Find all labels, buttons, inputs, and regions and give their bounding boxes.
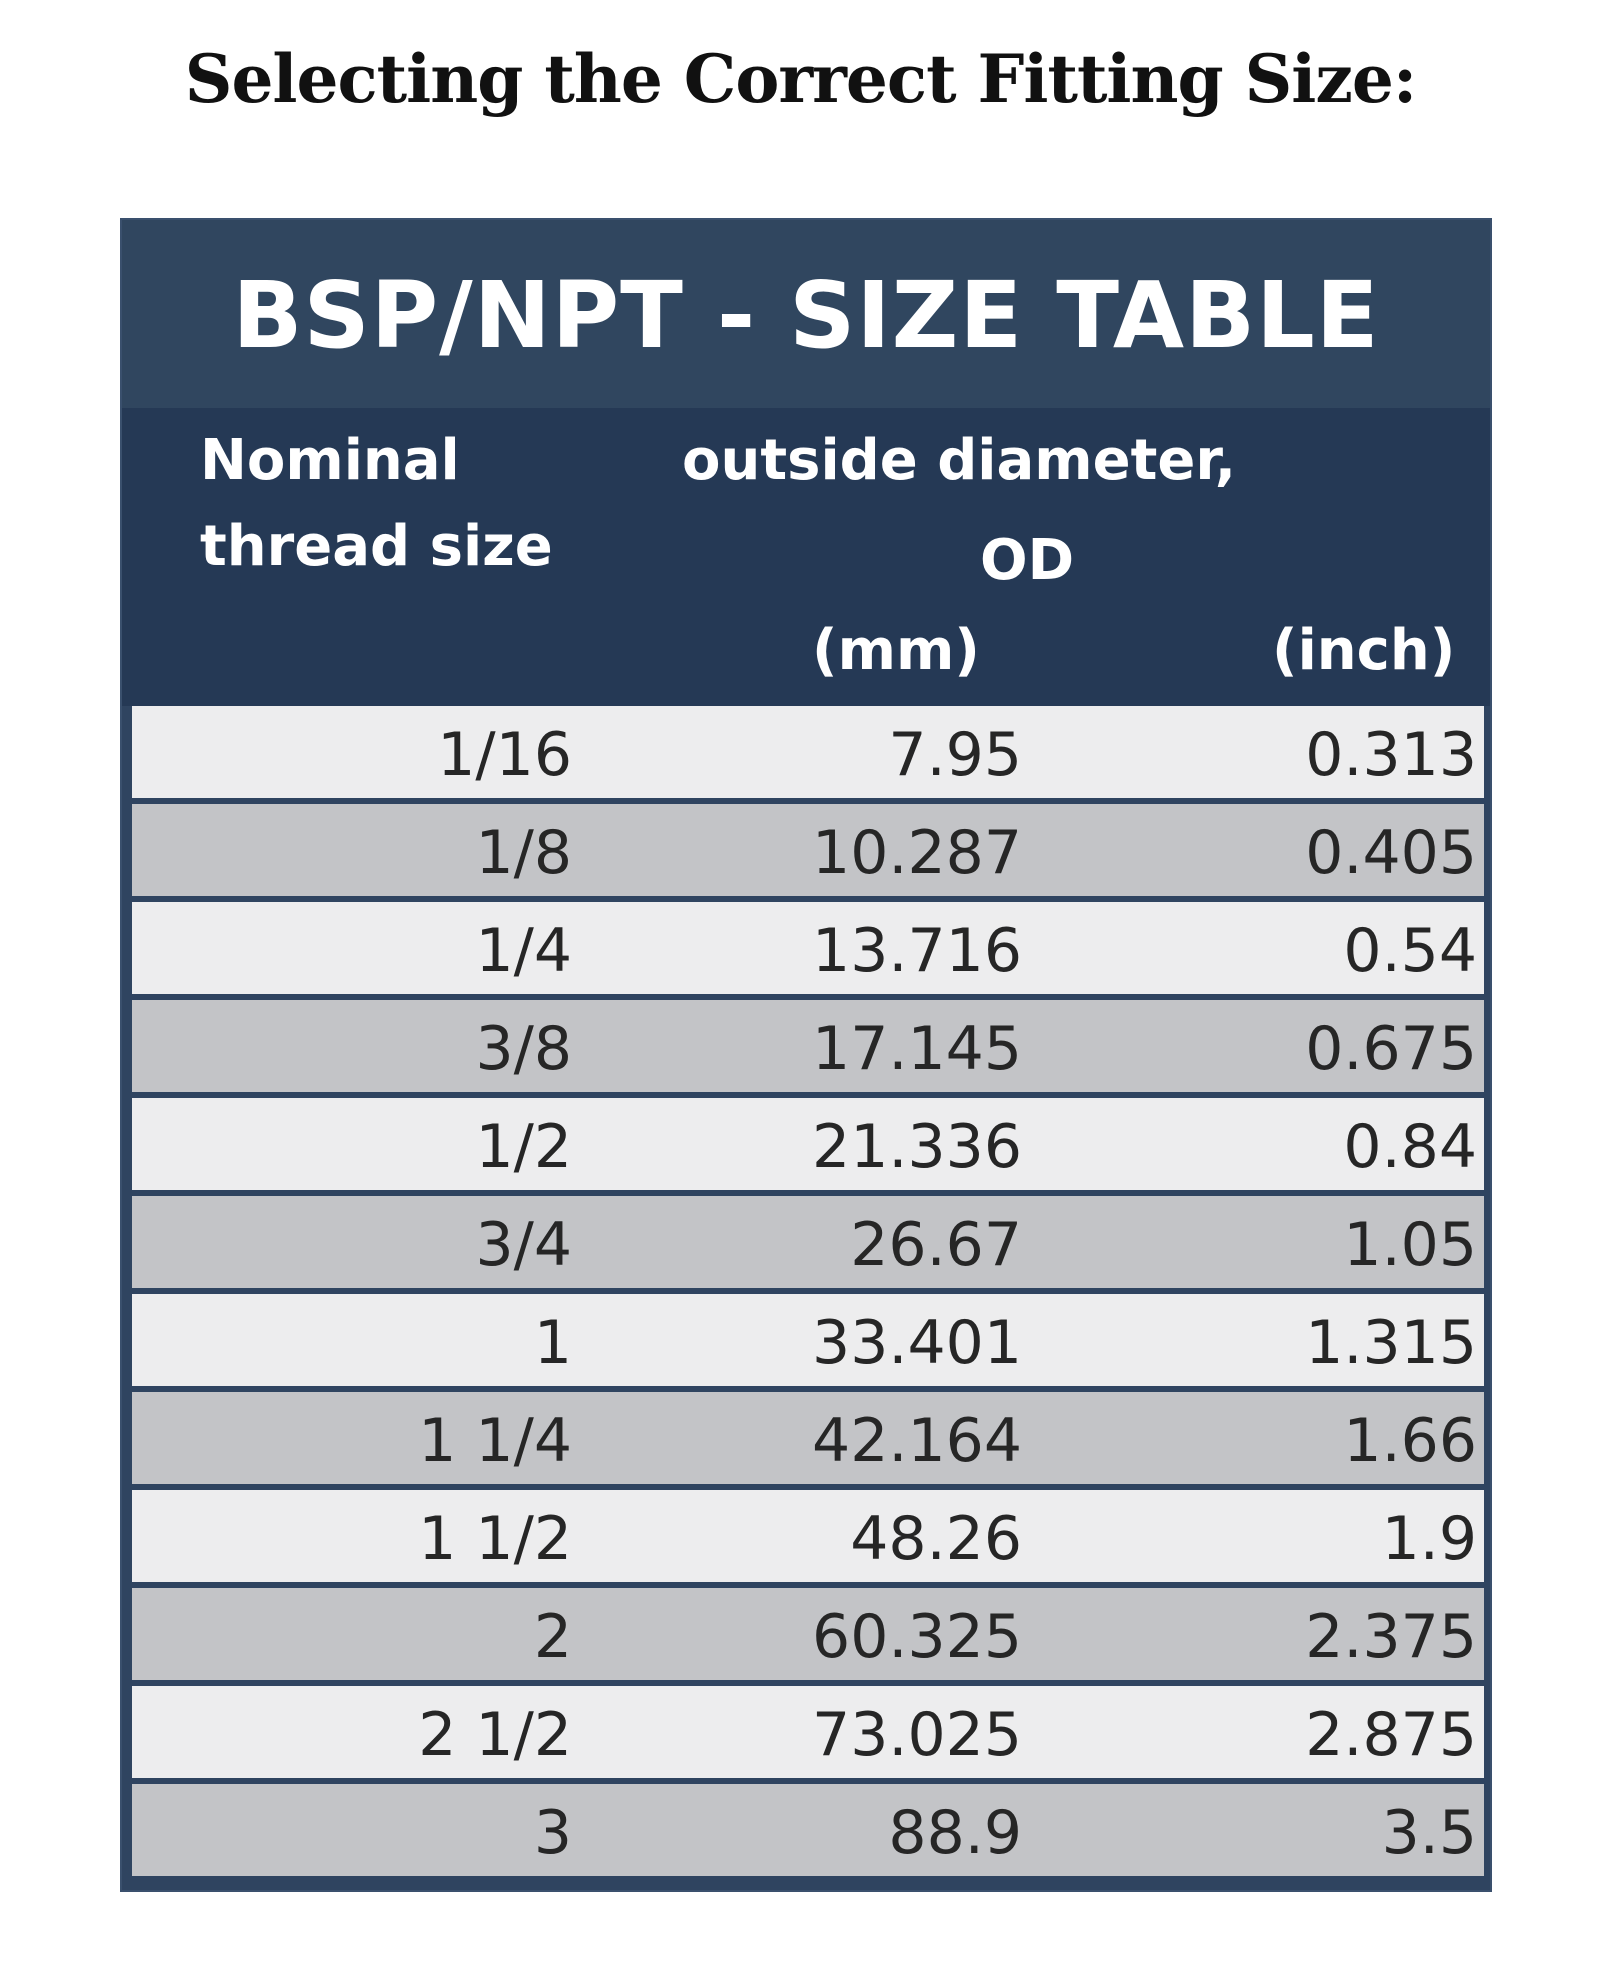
- cell-thread-size: 2: [533, 1602, 572, 1672]
- page-heading: Selecting the Correct Fitting Size:: [184, 40, 1417, 118]
- cell-od-inch: 1.315: [1305, 1308, 1477, 1378]
- header-outside-diameter: outside diameter,: [682, 428, 1237, 493]
- header-nominal-thread-size: Nominal thread size: [200, 418, 553, 590]
- table-row: 1/2 21.336 0.84: [132, 1098, 1484, 1190]
- cell-od-inch: 1.9: [1381, 1504, 1477, 1574]
- table-title: BSP/NPT - SIZE TABLE: [232, 262, 1380, 369]
- cell-od-mm: 26.67: [850, 1210, 1022, 1280]
- cell-od-inch: 1.66: [1343, 1406, 1477, 1476]
- table-row: 1/8 10.287 0.405: [132, 804, 1484, 896]
- cell-od-mm: 42.164: [812, 1406, 1022, 1476]
- cell-thread-size: 1: [533, 1308, 572, 1378]
- cell-od-mm: 13.716: [812, 916, 1022, 986]
- cell-od-mm: 33.401: [812, 1308, 1022, 1378]
- header-mm: (mm): [812, 618, 980, 683]
- cell-thread-size: 1/4: [475, 916, 572, 986]
- cell-od-mm: 21.336: [812, 1112, 1022, 1182]
- table-row: 1 1/4 42.164 1.66: [132, 1392, 1484, 1484]
- size-table: BSP/NPT - SIZE TABLE Nominal thread size…: [122, 220, 1490, 1890]
- cell-od-mm: 88.9: [888, 1798, 1022, 1868]
- cell-od-inch: 2.375: [1305, 1602, 1477, 1672]
- cell-thread-size: 1/2: [475, 1112, 572, 1182]
- cell-thread-size: 1/8: [475, 818, 572, 888]
- cell-thread-size: 1 1/4: [418, 1406, 572, 1476]
- header-nominal-line1: Nominal: [200, 428, 460, 493]
- cell-thread-size: 1/16: [437, 720, 572, 790]
- cell-thread-size: 3: [533, 1798, 572, 1868]
- header-inch: (inch): [1272, 618, 1456, 683]
- cell-od-mm: 17.145: [812, 1014, 1022, 1084]
- cell-thread-size: 3/8: [475, 1014, 572, 1084]
- table-row: 1/4 13.716 0.54: [132, 902, 1484, 994]
- table-header: Nominal thread size outside diameter, OD…: [122, 408, 1490, 706]
- table-body: 1/16 7.95 0.313 1/8 10.287 0.405 1/4 13.716 0.54…: [132, 706, 1484, 1882]
- cell-od-mm: 7.95: [888, 720, 1022, 790]
- cell-od-mm: 60.325: [812, 1602, 1022, 1672]
- cell-od-inch: 1.05: [1343, 1210, 1477, 1280]
- table-row: 2 1/2 73.025 2.875: [132, 1686, 1484, 1778]
- table-row: 2 60.325 2.375: [132, 1588, 1484, 1680]
- cell-od-inch: 0.84: [1343, 1112, 1477, 1182]
- cell-od-mm: 10.287: [812, 818, 1022, 888]
- table-row: 3/8 17.145 0.675: [132, 1000, 1484, 1092]
- cell-od-inch: 0.405: [1305, 818, 1477, 888]
- cell-od-inch: 0.313: [1305, 720, 1477, 790]
- cell-od-inch: 0.675: [1305, 1014, 1477, 1084]
- cell-od-inch: 3.5: [1381, 1798, 1477, 1868]
- table-row: 1 1/2 48.26 1.9: [132, 1490, 1484, 1582]
- cell-thread-size: 3/4: [475, 1210, 572, 1280]
- table-row: 3 88.9 3.5: [132, 1784, 1484, 1876]
- header-od: OD: [980, 528, 1075, 593]
- table-row: 3/4 26.67 1.05: [132, 1196, 1484, 1288]
- cell-thread-size: 2 1/2: [418, 1700, 572, 1770]
- cell-od-inch: 0.54: [1343, 916, 1477, 986]
- cell-od-inch: 2.875: [1305, 1700, 1477, 1770]
- cell-thread-size: 1 1/2: [418, 1504, 572, 1574]
- table-row: 1/16 7.95 0.313: [132, 706, 1484, 798]
- table-row: 1 33.401 1.315: [132, 1294, 1484, 1386]
- cell-od-mm: 48.26: [850, 1504, 1022, 1574]
- table-title-bar: BSP/NPT - SIZE TABLE: [122, 220, 1490, 408]
- header-nominal-line2: thread size: [200, 514, 553, 579]
- cell-od-mm: 73.025: [812, 1700, 1022, 1770]
